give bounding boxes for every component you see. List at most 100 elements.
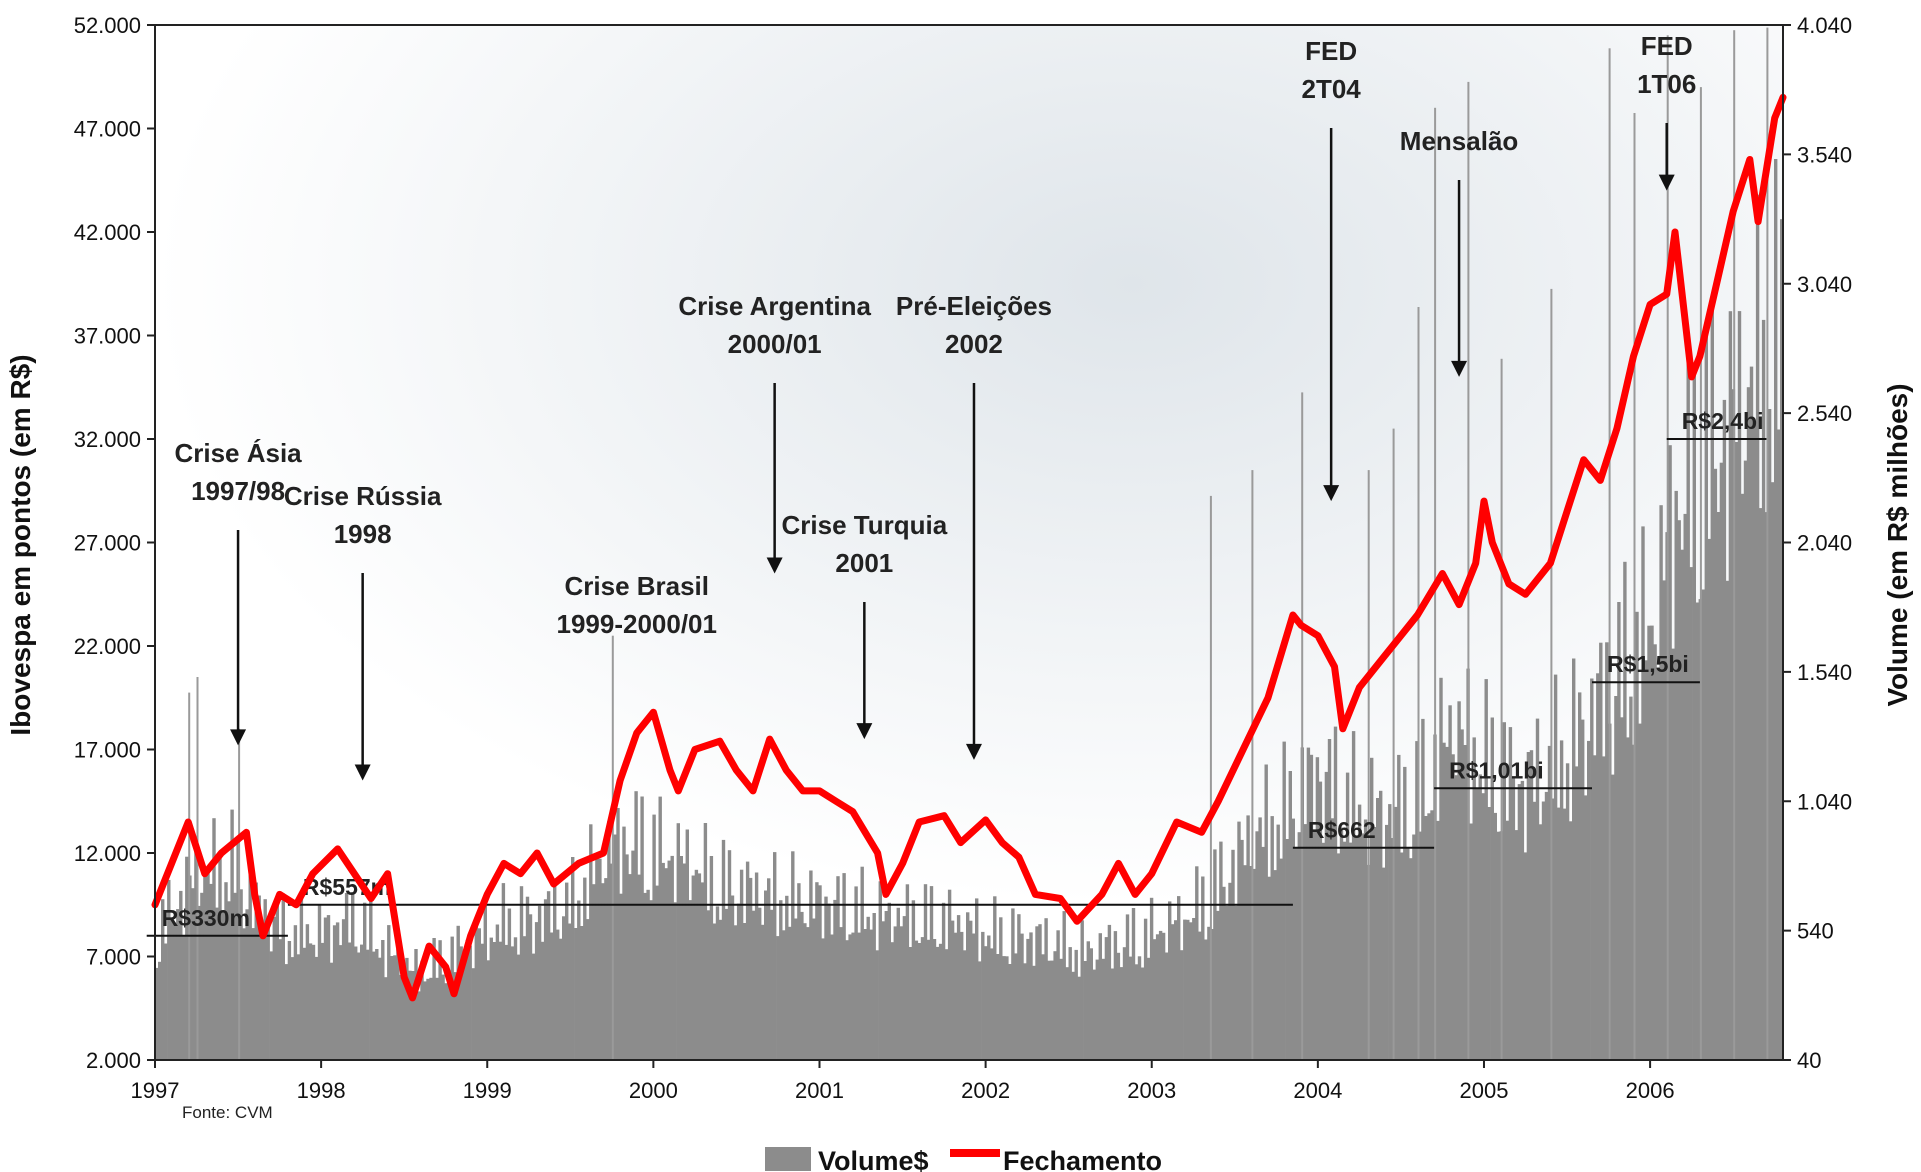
volume-bar xyxy=(646,889,650,1060)
volume-bar xyxy=(1572,658,1576,1060)
volume-bar xyxy=(691,875,695,1060)
left-tick-label: 27.000 xyxy=(74,531,141,556)
volume-bar xyxy=(227,901,231,1060)
volume-bar xyxy=(652,814,656,1060)
volume-bar xyxy=(290,957,295,1060)
volume-bar xyxy=(1538,824,1543,1060)
x-tick-label: 2001 xyxy=(795,1078,844,1103)
volume-bar xyxy=(239,889,243,1060)
volume-bar xyxy=(890,942,894,1060)
volume-bar xyxy=(706,910,711,1060)
volume-bar xyxy=(441,974,445,1060)
annotation-label: 1997/98 xyxy=(191,476,285,506)
volume-bar xyxy=(905,884,910,1060)
volume-bar xyxy=(872,913,876,1060)
volume-bar xyxy=(372,951,376,1060)
volume-bar xyxy=(947,889,952,1060)
volume-bar xyxy=(1728,311,1733,1060)
volume-bar xyxy=(1165,952,1169,1060)
volume-bar xyxy=(155,967,159,1060)
annotation-label: Pré-Eleições xyxy=(896,291,1052,321)
volume-bar xyxy=(1255,831,1259,1060)
annotation-arrow-head xyxy=(1658,174,1675,191)
volume-bar xyxy=(1219,841,1223,1060)
volume-bar xyxy=(978,961,982,1060)
volume-bar xyxy=(1204,939,1208,1060)
volume-bar xyxy=(1198,931,1202,1060)
volume-bar xyxy=(1427,813,1431,1060)
volume-bar xyxy=(1171,924,1175,1060)
volume-bar xyxy=(396,949,400,1060)
volume-bar xyxy=(540,941,545,1060)
volume-bar xyxy=(489,937,493,1060)
volume-bar xyxy=(640,796,644,1060)
volume-bar xyxy=(724,908,729,1060)
left-tick-label: 47.000 xyxy=(74,117,141,142)
volume-bar xyxy=(435,977,439,1060)
volume-bar xyxy=(1333,726,1338,1060)
volume-bar xyxy=(908,947,913,1060)
volume-bar xyxy=(667,860,671,1060)
annotation-label: 2002 xyxy=(945,329,1003,359)
volume-bar xyxy=(296,954,301,1060)
volume-bar xyxy=(1083,961,1087,1060)
volume-spike xyxy=(238,728,241,1060)
volume-bar xyxy=(462,959,466,1060)
volume-bar xyxy=(1373,827,1377,1060)
volume-bar xyxy=(1614,696,1618,1060)
volume-bar xyxy=(402,973,406,1060)
volume-bar xyxy=(453,972,457,1060)
volume-bar xyxy=(776,936,780,1060)
volume-spike xyxy=(1301,392,1304,1060)
volume-bar xyxy=(1168,901,1172,1060)
annotation-arrow-head xyxy=(965,743,982,760)
volume-spike xyxy=(611,635,614,1060)
left-tick-label: 42.000 xyxy=(74,220,141,245)
volume-bar xyxy=(1683,513,1687,1060)
volume-bar xyxy=(420,960,424,1060)
average-volume-label: R$2,4bi xyxy=(1682,408,1764,434)
volume-bar xyxy=(1071,971,1075,1060)
volume-bar xyxy=(779,900,783,1060)
volume-bar xyxy=(568,923,572,1060)
volume-bar xyxy=(1496,831,1500,1060)
volume-bar xyxy=(200,892,204,1060)
volume-bar xyxy=(1291,818,1295,1060)
volume-bar xyxy=(215,907,219,1060)
volume-bar xyxy=(1590,678,1594,1060)
left-axis-title: Ibovespa em pontos (em R$) xyxy=(5,354,36,735)
volume-bar xyxy=(1065,967,1069,1060)
volume-bar xyxy=(682,863,686,1060)
volume-bar xyxy=(471,968,475,1060)
volume-bar xyxy=(531,953,536,1060)
volume-bar xyxy=(221,910,225,1060)
volume-bar xyxy=(1243,865,1247,1060)
volume-bar xyxy=(625,854,629,1060)
volume-bar xyxy=(1068,947,1072,1060)
volume-bar xyxy=(1451,754,1455,1060)
volume-bar xyxy=(1635,611,1639,1060)
volume-bar xyxy=(495,924,500,1060)
volume-bar xyxy=(1354,835,1359,1060)
volume-bar xyxy=(1638,723,1642,1060)
volume-bar xyxy=(565,882,569,1060)
volume-bar xyxy=(875,950,879,1060)
volume-bar xyxy=(694,869,699,1060)
volume-bar xyxy=(932,939,937,1060)
volume-bar xyxy=(1511,776,1516,1060)
volume-bar xyxy=(1400,852,1404,1060)
annotation-label: Crise Rússia xyxy=(284,481,442,511)
volume-bar xyxy=(1092,969,1096,1060)
volume-bar xyxy=(423,981,427,1060)
volume-bar xyxy=(851,932,855,1060)
right-tick-label: 4.040 xyxy=(1797,13,1852,38)
volume-bar xyxy=(179,890,183,1060)
volume-bar xyxy=(1454,775,1458,1060)
volume-bar xyxy=(926,939,931,1060)
volume-bar xyxy=(963,950,967,1060)
volume-bar xyxy=(727,850,732,1060)
volume-bar xyxy=(619,893,623,1060)
volume-bar xyxy=(761,924,765,1060)
volume-bar xyxy=(809,870,813,1060)
volume-bar xyxy=(745,861,750,1060)
